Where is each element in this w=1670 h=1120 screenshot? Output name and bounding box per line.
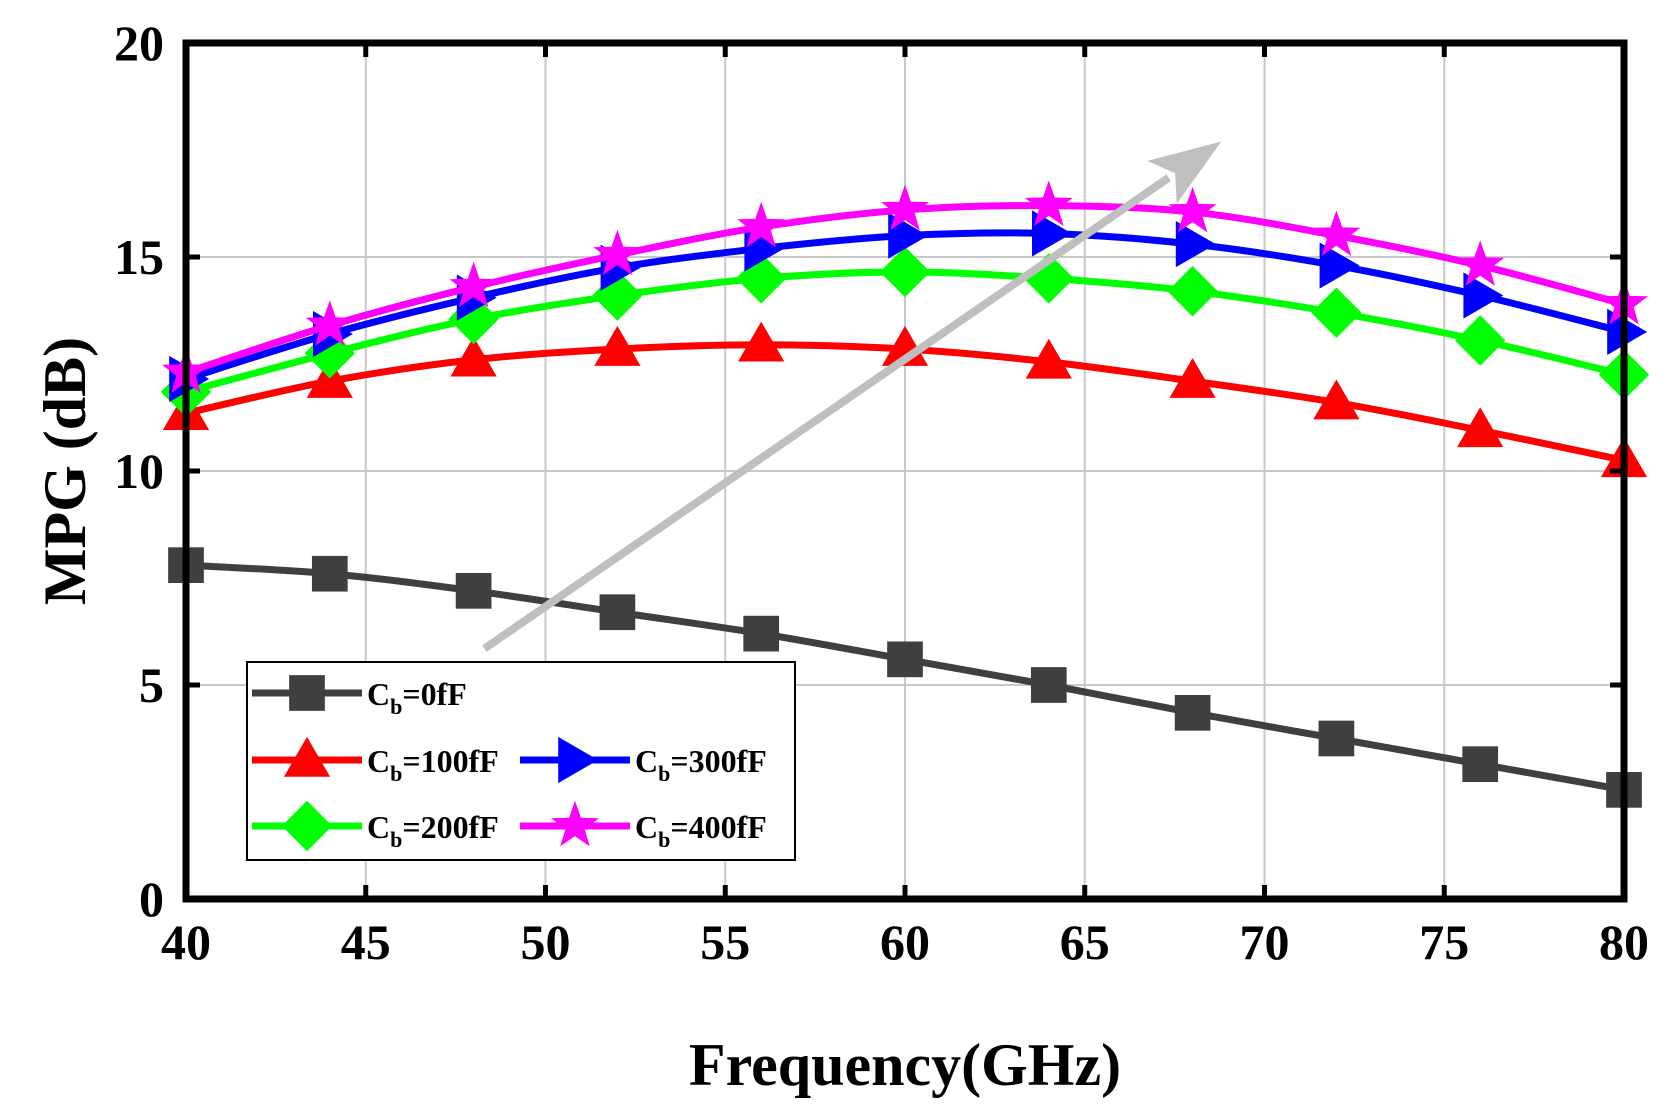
x-tick-label: 60 — [880, 914, 930, 970]
data-point — [1455, 315, 1506, 366]
legend-entry: Cb=100fF — [252, 736, 499, 786]
axis-ticks: 40 45 50 55 60 65 70 75 80 0 5 10 15 20 — [114, 15, 1649, 970]
data-point — [1312, 210, 1361, 256]
y-tick-label: 0 — [139, 871, 164, 927]
y-axis-title: MPG (dB) — [32, 337, 98, 605]
data-point — [1025, 338, 1072, 379]
grid-lines — [186, 43, 1624, 899]
data-point — [1030, 667, 1067, 703]
data-point — [887, 641, 923, 678]
legend-entry: Cb=400fF — [520, 800, 767, 852]
legend-label: Cb=100fF — [367, 743, 499, 786]
data-point — [1175, 221, 1216, 268]
legend-marker — [281, 800, 333, 852]
data-point — [1319, 242, 1360, 289]
x-tick-label: 70 — [1240, 914, 1290, 970]
legend-entry: Cb=200fF — [252, 800, 499, 852]
y-tick-label: 20 — [114, 15, 164, 71]
data-point — [592, 270, 643, 321]
legend-label: Cb=0fF — [367, 676, 467, 719]
data-point — [594, 325, 641, 366]
data-point — [1024, 180, 1073, 226]
data-point — [1174, 694, 1211, 731]
data-point — [1463, 272, 1504, 319]
legend-marker — [289, 675, 325, 711]
y-tick-label: 5 — [139, 657, 164, 713]
y-tick-label: 15 — [114, 229, 164, 285]
x-axis-title: Frequency(GHz) — [689, 1032, 1121, 1098]
legend-entry: Cb=0fF — [252, 675, 467, 719]
data-point — [1023, 253, 1074, 304]
legend-label: Cb=200fF — [367, 809, 499, 852]
data-point — [738, 321, 785, 362]
data-point — [1167, 266, 1218, 317]
data-point — [311, 555, 348, 592]
x-tick-label: 40 — [161, 914, 211, 970]
x-tick-label: 80 — [1599, 914, 1649, 970]
arrow-shaft — [482, 174, 1171, 652]
x-tick-label: 75 — [1419, 914, 1469, 970]
data-point — [1462, 746, 1499, 783]
legend-marker — [558, 736, 599, 784]
arrow-head — [1147, 141, 1222, 204]
data-point — [1311, 287, 1362, 338]
data-point — [1032, 210, 1072, 257]
data-point — [1169, 358, 1216, 398]
data-point — [743, 615, 780, 652]
data-point — [881, 184, 929, 231]
trend-arrow — [482, 141, 1222, 652]
data-point — [1168, 186, 1217, 233]
legend-marker — [551, 800, 599, 847]
legend-marker — [283, 736, 331, 777]
legend-label: Cb=400fF — [635, 809, 767, 852]
data-point — [450, 336, 497, 377]
data-point — [455, 572, 492, 609]
data-point — [449, 261, 498, 308]
data-point — [1457, 407, 1504, 448]
data-point — [736, 253, 787, 304]
data-point — [593, 229, 642, 276]
data-point — [1318, 720, 1355, 757]
x-tick-label: 65 — [1060, 914, 1110, 970]
x-tick-label: 55 — [700, 914, 750, 970]
legend: Cb=0fF Cb=100fF Cb=300fF Cb=200fF Cb=400fF — [246, 661, 796, 861]
data-point — [1456, 240, 1505, 286]
x-tick-label: 45 — [341, 914, 391, 970]
legend-entry: Cb=300fF — [520, 736, 767, 786]
data-point — [1313, 379, 1360, 420]
data-point — [305, 300, 354, 346]
data-point — [879, 246, 931, 298]
x-tick-label: 50 — [521, 914, 571, 970]
legend-label: Cb=300fF — [635, 743, 767, 786]
data-point — [599, 594, 636, 631]
y-tick-label: 10 — [114, 443, 164, 499]
data-point — [737, 201, 786, 248]
